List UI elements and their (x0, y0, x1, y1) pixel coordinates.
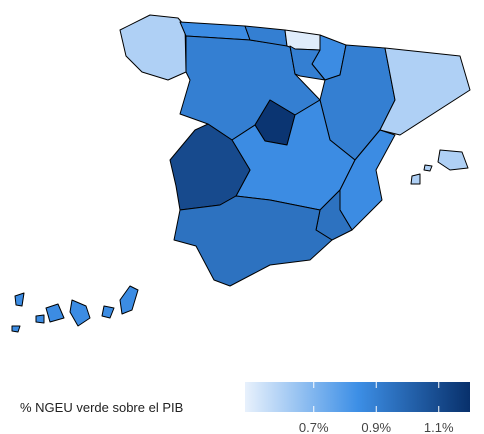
tick-label: 0.7% (299, 420, 329, 434)
region (169, 123, 251, 211)
region (410, 149, 469, 185)
region (11, 285, 139, 333)
regions (11, 14, 471, 333)
region (173, 195, 333, 287)
colorbar (245, 382, 470, 412)
region (379, 47, 471, 136)
legend-ticks: 0.7% 0.9% 1.1% (299, 382, 454, 434)
region (119, 14, 187, 81)
tick-label: 1.1% (424, 420, 454, 434)
tick-label: 0.9% (361, 420, 391, 434)
region (289, 45, 326, 81)
legend-title: % NGEU verde sobre el PIB (20, 400, 183, 415)
